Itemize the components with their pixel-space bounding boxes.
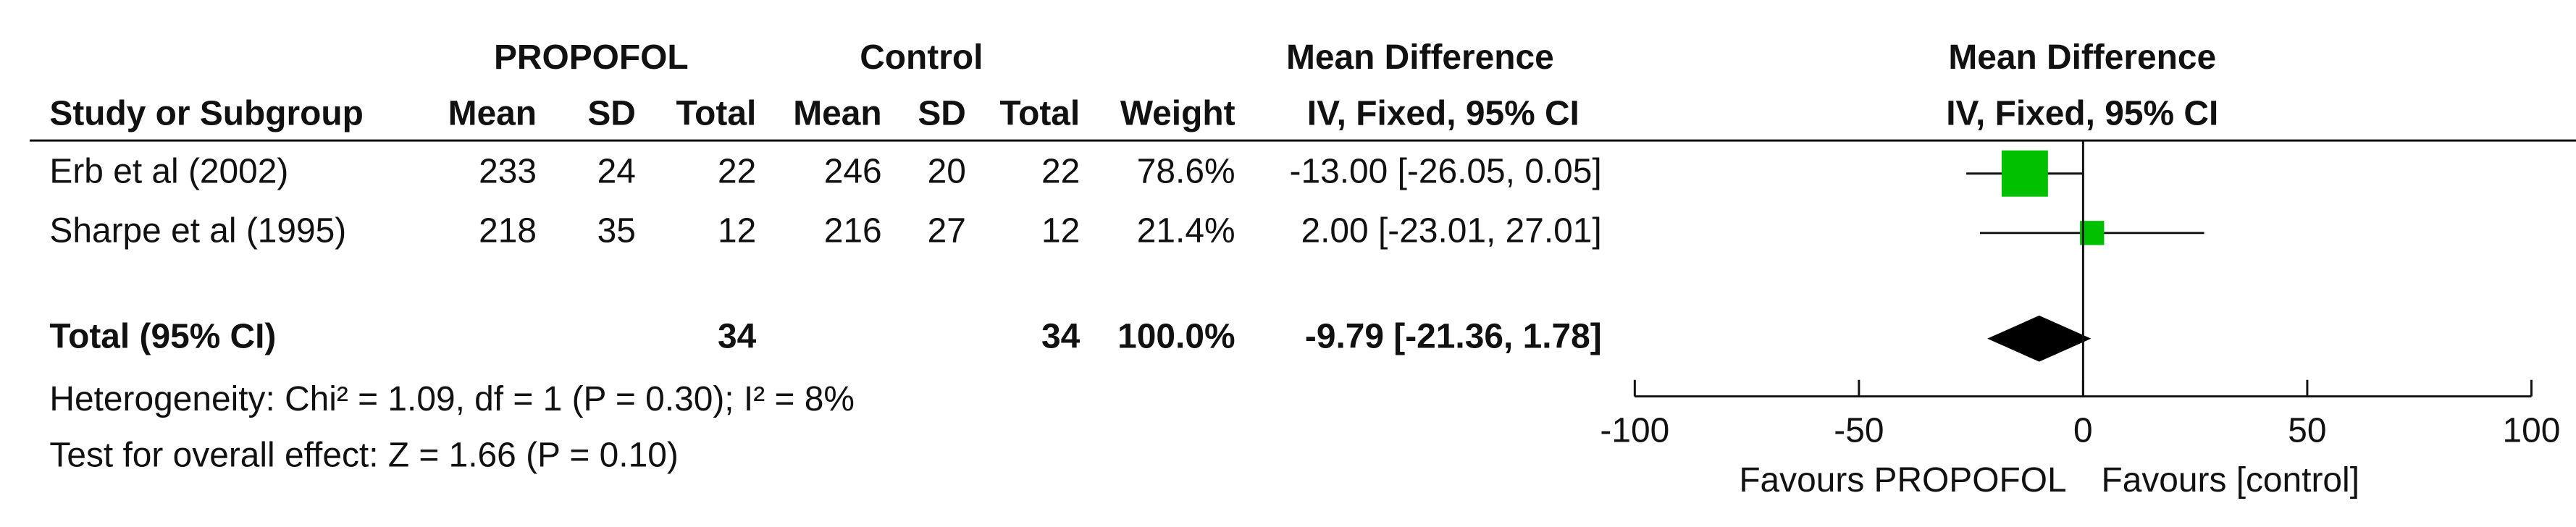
x-tick-label: -100	[1600, 411, 1669, 450]
study-cell: 20	[928, 152, 966, 190]
effect-square	[2001, 150, 2048, 197]
study-cell: 22	[718, 152, 756, 190]
favours-left: Favours PROPOFOL	[1739, 461, 2066, 499]
column-header: Mean	[793, 95, 881, 133]
study-cell: 2.00 [-23.01, 27.01]	[1301, 211, 1601, 250]
column-header: Mean	[448, 95, 537, 133]
study-cell: 24	[597, 152, 636, 190]
x-tick-label: 50	[2288, 411, 2326, 450]
column-header: SD	[918, 95, 966, 133]
study-name: Sharpe et al (1995)	[49, 211, 346, 250]
column-header: Total	[676, 95, 756, 133]
group-header: Mean Difference	[1948, 38, 2216, 77]
total-cell: -9.79 [-21.36, 1.78]	[1305, 317, 1602, 355]
column-header: Total	[999, 95, 1080, 133]
total-cell: 100.0%	[1117, 317, 1235, 355]
favours-right: Favours [control]	[2101, 461, 2359, 499]
group-header: Control	[860, 38, 983, 77]
column-header: Weight	[1120, 95, 1235, 133]
study-cell: 21.4%	[1137, 211, 1235, 250]
study-cell: 246	[824, 152, 882, 190]
column-header: Study or Subgroup	[49, 95, 364, 133]
x-tick-label: -50	[1834, 411, 1884, 450]
study-cell: 27	[928, 211, 966, 250]
study-cell: 218	[479, 211, 537, 250]
study-cell: 78.6%	[1137, 152, 1235, 190]
study-cell: 12	[718, 211, 756, 250]
total-cell: 34	[1041, 317, 1081, 355]
heterogeneity: Heterogeneity: Chi² = 1.09, df = 1 (P = …	[49, 380, 855, 418]
total-name: Total (95% CI)	[49, 317, 276, 355]
study-name: Erb et al (2002)	[49, 152, 288, 190]
study-cell: 35	[597, 211, 636, 250]
study-cell: 216	[824, 211, 882, 250]
study-cell: -13.00 [-26.05, 0.05]	[1290, 152, 1602, 190]
group-header: Mean Difference	[1286, 38, 1554, 77]
study-cell: 12	[1041, 211, 1080, 250]
study-cell: 22	[1041, 152, 1080, 190]
column-header: SD	[587, 95, 636, 133]
total-cell: 34	[718, 317, 757, 355]
column-header: IV, Fixed, 95% CI	[1307, 95, 1579, 133]
group-header: PROPOFOL	[494, 38, 689, 77]
overall-effect: Test for overall effect: Z = 1.66 (P = 0…	[49, 437, 678, 475]
total-diamond	[1987, 315, 2092, 362]
column-header: IV, Fixed, 95% CI	[1946, 95, 2218, 133]
x-tick-label: 100	[2502, 411, 2560, 450]
study-cell: 233	[479, 152, 537, 190]
x-tick-label: 0	[2073, 411, 2093, 450]
